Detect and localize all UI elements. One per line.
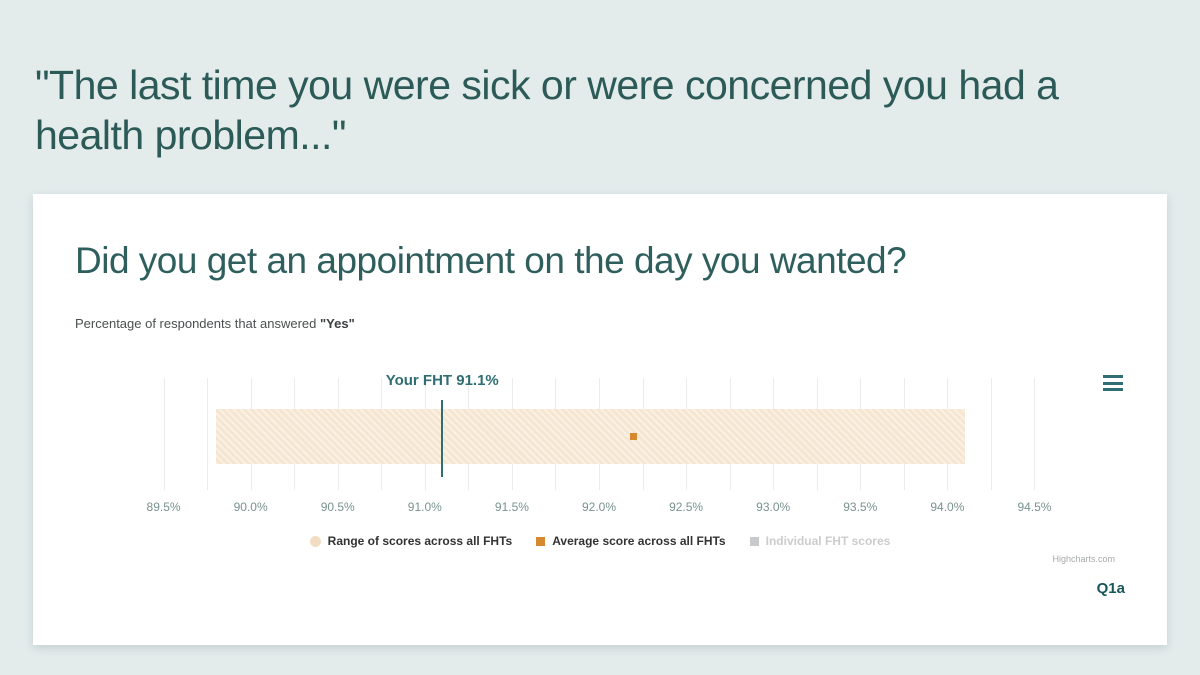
menu-bar — [1103, 375, 1123, 378]
your-fht-line — [441, 400, 444, 477]
chart-title: Did you get an appointment on the day yo… — [75, 240, 907, 281]
legend-label: Individual FHT scores — [765, 534, 891, 548]
legend-item[interactable]: Average score across all FHTs — [536, 534, 726, 548]
menu-bar — [1103, 381, 1123, 385]
legend-label: Average score across all FHTs — [552, 534, 726, 548]
axis-tick-label: 91.0% — [407, 500, 442, 514]
axis-tick-label: 93.0% — [756, 500, 791, 514]
page-heading: "The last time you were sick or were con… — [35, 62, 1059, 159]
axis-tick-label: 94.0% — [930, 500, 965, 514]
chart-card: Did you get an appointment on the day yo… — [33, 194, 1167, 645]
chart-subtitle-text: Percentage of respondents that answered — [75, 316, 320, 331]
gridline — [1034, 378, 1036, 490]
legend-item[interactable]: Individual FHT scores — [749, 534, 891, 548]
axis-tick-label: 90.0% — [233, 500, 268, 514]
axis-tick-label: 90.5% — [320, 500, 355, 514]
axis-tick-label: 92.5% — [669, 500, 704, 514]
hamburger-menu-icon[interactable] — [1103, 374, 1123, 392]
range-bar[interactable] — [215, 409, 965, 464]
chart-subtitle-answer: "Yes" — [320, 316, 355, 331]
gridline — [163, 378, 165, 490]
plot-area: Your FHT 91.1% 89.5% 90.0% 90.5% 91.0% 91.5%… — [33, 194, 1167, 645]
legend-marker-square-icon — [536, 536, 546, 546]
axis-tick-label: 94.5% — [1017, 500, 1052, 514]
legend-item[interactable]: Range of scores across all FHTs — [309, 534, 513, 548]
menu-bar — [1103, 388, 1123, 391]
average-marker[interactable] — [630, 433, 638, 440]
legend-marker-circle-icon — [309, 535, 321, 547]
highcharts-credits[interactable]: Highcharts.com — [1052, 554, 1115, 564]
legend: Range of scores across all FHTs Average s… — [33, 534, 1167, 548]
axis-tick-label: 89.5% — [146, 500, 181, 514]
legend-label: Range of scores across all FHTs — [327, 534, 513, 548]
axis-tick-label: 93.5% — [843, 500, 878, 514]
axis-tick-label: 92.0% — [581, 500, 617, 514]
axis-tick-label: 91.5% — [494, 500, 529, 514]
legend-marker-square-icon — [749, 536, 759, 546]
question-code: Q1a — [1096, 580, 1125, 597]
your-fht-label: Your FHT 91.1% — [385, 372, 499, 389]
gridline — [207, 378, 209, 490]
gridline — [990, 378, 992, 490]
chart-subtitle: Percentage of respondents that answered … — [75, 316, 355, 331]
